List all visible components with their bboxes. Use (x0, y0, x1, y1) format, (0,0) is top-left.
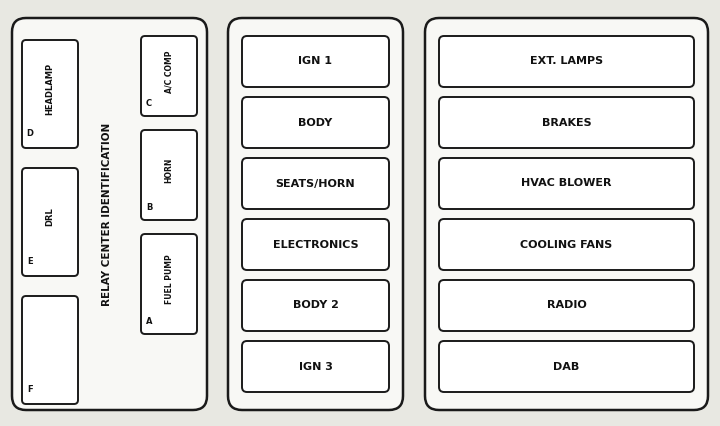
FancyBboxPatch shape (242, 341, 389, 392)
Text: D: D (27, 130, 34, 138)
FancyBboxPatch shape (439, 219, 694, 270)
Text: SEATS/HORN: SEATS/HORN (276, 178, 355, 188)
Text: HORN: HORN (164, 158, 174, 183)
Text: DAB: DAB (554, 362, 580, 371)
FancyBboxPatch shape (22, 168, 78, 276)
Text: ELECTRONICS: ELECTRONICS (273, 239, 359, 250)
Text: RELAY CENTER IDENTIFICATION: RELAY CENTER IDENTIFICATION (102, 122, 112, 305)
FancyBboxPatch shape (439, 341, 694, 392)
Text: FUEL PUMP: FUEL PUMP (164, 254, 174, 304)
Text: IGN 3: IGN 3 (299, 362, 333, 371)
FancyBboxPatch shape (22, 296, 78, 404)
FancyBboxPatch shape (242, 219, 389, 270)
Text: BODY: BODY (298, 118, 333, 127)
Text: EXT. LAMPS: EXT. LAMPS (530, 57, 603, 66)
FancyBboxPatch shape (439, 36, 694, 87)
FancyBboxPatch shape (242, 280, 389, 331)
FancyBboxPatch shape (439, 97, 694, 148)
Text: DRL: DRL (45, 207, 55, 226)
FancyBboxPatch shape (439, 158, 694, 209)
FancyBboxPatch shape (425, 18, 708, 410)
Text: F: F (27, 386, 33, 394)
FancyBboxPatch shape (22, 40, 78, 148)
Text: IGN 1: IGN 1 (299, 57, 333, 66)
FancyBboxPatch shape (141, 234, 197, 334)
Text: E: E (27, 257, 33, 267)
FancyBboxPatch shape (141, 36, 197, 116)
Text: HEADLAMP: HEADLAMP (45, 63, 55, 115)
Text: B: B (146, 204, 152, 213)
Text: BODY 2: BODY 2 (292, 300, 338, 311)
FancyBboxPatch shape (242, 36, 389, 87)
Text: A: A (145, 317, 152, 326)
Text: COOLING FANS: COOLING FANS (521, 239, 613, 250)
FancyBboxPatch shape (228, 18, 403, 410)
Text: C: C (146, 100, 152, 109)
Text: BRAKES: BRAKES (541, 118, 591, 127)
FancyBboxPatch shape (242, 97, 389, 148)
FancyBboxPatch shape (439, 280, 694, 331)
Text: HVAC BLOWER: HVAC BLOWER (521, 178, 612, 188)
FancyBboxPatch shape (242, 158, 389, 209)
FancyBboxPatch shape (12, 18, 207, 410)
FancyBboxPatch shape (141, 130, 197, 220)
Text: RADIO: RADIO (546, 300, 586, 311)
Text: A/C COMP: A/C COMP (164, 51, 174, 93)
